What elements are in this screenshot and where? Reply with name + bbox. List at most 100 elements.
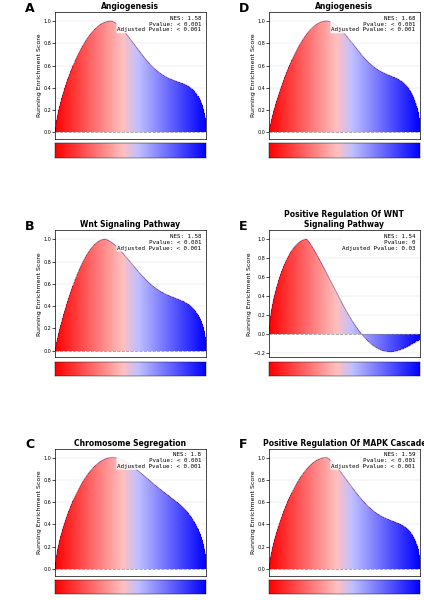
Bar <box>294 247 295 334</box>
Bar <box>354 143 355 158</box>
Bar <box>196 580 197 594</box>
Bar <box>347 481 348 569</box>
Bar <box>122 460 123 569</box>
Bar <box>362 500 363 569</box>
Bar <box>409 530 410 569</box>
Bar <box>84 143 85 158</box>
Bar <box>277 580 278 594</box>
Bar <box>310 244 311 334</box>
Bar <box>354 362 355 376</box>
Bar <box>60 325 61 350</box>
Bar <box>174 80 175 133</box>
Bar <box>66 306 67 350</box>
Bar <box>318 143 319 158</box>
Bar <box>73 362 74 376</box>
Bar <box>294 143 295 158</box>
Bar <box>82 143 83 158</box>
Title: Wnt Signaling Pathway: Wnt Signaling Pathway <box>81 220 181 229</box>
Bar <box>374 143 375 158</box>
Bar <box>199 362 200 376</box>
Text: C: C <box>25 439 34 451</box>
Bar <box>397 143 398 158</box>
Bar <box>344 580 345 594</box>
Bar <box>110 362 111 376</box>
Bar <box>110 143 111 158</box>
Bar <box>139 52 140 133</box>
Bar <box>414 334 415 343</box>
Bar <box>307 240 308 334</box>
Bar <box>155 580 156 594</box>
Text: NES: 1.54
Pvalue: 0
Adjusted Pvalue: 0.03: NES: 1.54 Pvalue: 0 Adjusted Pvalue: 0.0… <box>342 234 415 251</box>
Bar <box>77 580 78 594</box>
Bar <box>320 362 321 376</box>
Bar <box>385 362 386 376</box>
Bar <box>189 86 190 133</box>
Bar <box>67 79 68 133</box>
Bar <box>392 362 393 376</box>
Bar <box>399 80 400 133</box>
Bar <box>390 580 391 594</box>
Bar <box>405 334 406 348</box>
Bar <box>146 362 147 376</box>
Bar <box>368 334 369 342</box>
Bar <box>184 362 185 376</box>
Bar <box>150 580 151 594</box>
Bar <box>66 580 67 594</box>
Bar <box>156 70 157 133</box>
Bar <box>398 523 399 569</box>
Bar <box>199 317 200 350</box>
Bar <box>133 43 134 133</box>
Bar <box>292 362 293 376</box>
Bar <box>64 362 65 376</box>
Bar <box>185 510 186 569</box>
Bar <box>146 580 147 594</box>
Bar <box>383 334 384 351</box>
Bar <box>120 251 121 350</box>
Bar <box>128 464 129 569</box>
Bar <box>340 301 341 334</box>
Bar <box>290 495 291 569</box>
Bar <box>166 362 167 376</box>
Bar <box>380 580 381 594</box>
Bar <box>83 362 84 376</box>
Bar <box>379 71 380 133</box>
Bar <box>399 143 400 158</box>
Bar <box>163 362 164 376</box>
Bar <box>196 580 197 594</box>
Bar <box>403 334 404 349</box>
Bar <box>271 362 272 376</box>
Bar <box>321 362 322 376</box>
Bar <box>166 77 167 133</box>
Bar <box>149 481 150 569</box>
Bar <box>304 239 305 334</box>
Bar <box>381 72 382 133</box>
Bar <box>358 580 359 594</box>
Bar <box>78 143 79 158</box>
Bar <box>364 580 365 594</box>
Bar <box>406 334 407 347</box>
Bar <box>134 580 135 594</box>
Bar <box>110 458 111 569</box>
Bar <box>95 362 96 376</box>
Bar <box>347 362 348 376</box>
Bar <box>114 458 115 569</box>
Bar <box>60 580 61 594</box>
Bar <box>113 580 114 594</box>
Bar <box>170 362 171 376</box>
Bar <box>144 476 145 569</box>
Bar <box>64 143 65 158</box>
Bar <box>64 580 65 594</box>
Bar <box>360 362 361 376</box>
Bar <box>104 22 105 133</box>
Bar <box>150 481 151 569</box>
Bar <box>353 362 354 376</box>
Bar <box>63 362 64 376</box>
Bar <box>161 143 162 158</box>
Bar <box>138 471 139 569</box>
Bar <box>392 143 393 158</box>
Bar <box>139 362 140 376</box>
Bar <box>116 458 117 569</box>
Bar <box>274 108 275 133</box>
Bar <box>271 552 272 569</box>
Bar <box>99 580 100 594</box>
